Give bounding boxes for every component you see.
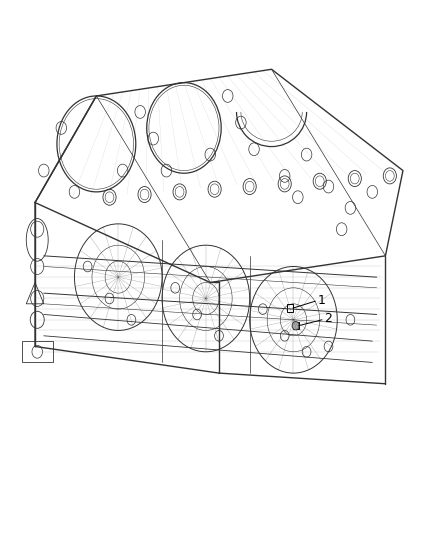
Circle shape [292, 321, 299, 330]
Text: 2: 2 [324, 312, 332, 325]
Text: 1: 1 [318, 294, 325, 306]
